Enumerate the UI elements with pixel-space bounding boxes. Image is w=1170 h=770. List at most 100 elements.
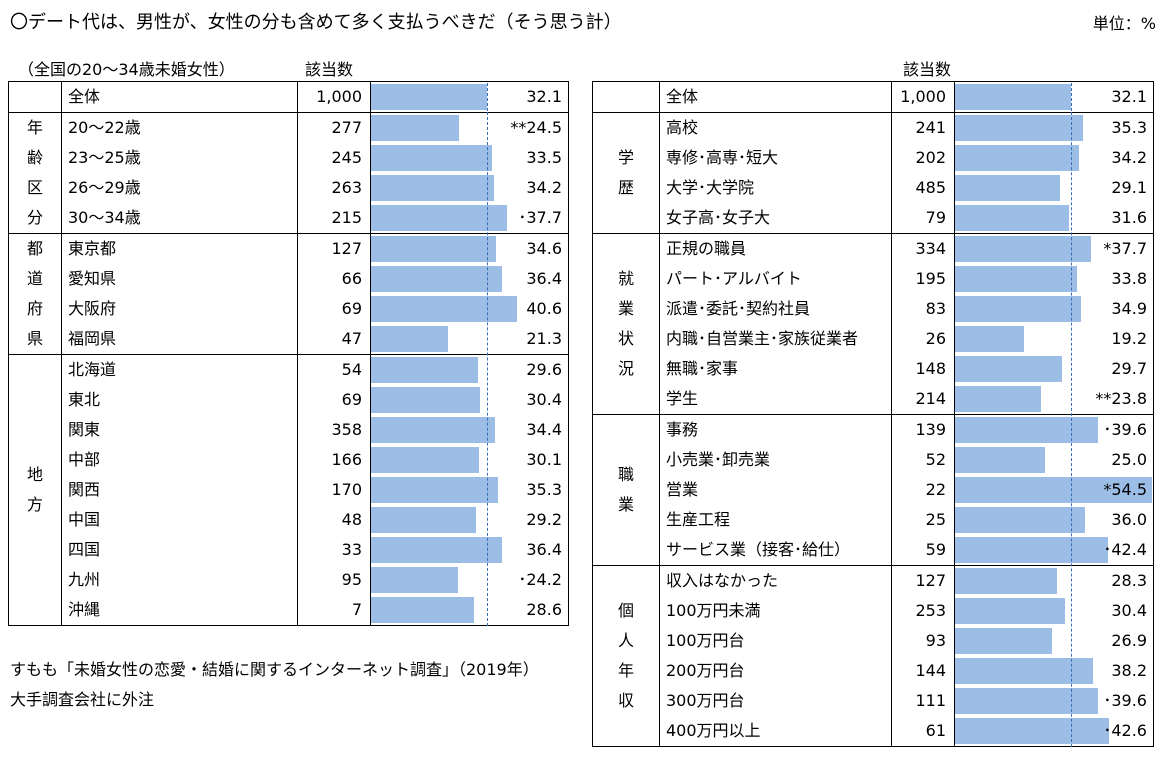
row-count: 26 bbox=[891, 324, 955, 354]
value-label: 33.8 bbox=[1069, 264, 1154, 294]
table-row: 沖縄 7 28.6 bbox=[9, 595, 569, 626]
value-label: ･42.4 bbox=[1069, 535, 1154, 566]
bar bbox=[955, 568, 1058, 594]
value-label: 34.2 bbox=[486, 173, 569, 203]
table-row: 小売業･卸売業 52 25.0 bbox=[593, 445, 1154, 475]
table-row: 九州 95 ･24.2 bbox=[9, 565, 569, 595]
row-count: 52 bbox=[891, 445, 955, 475]
bar bbox=[371, 537, 503, 563]
table-row: 23～25歳 245 33.5 bbox=[9, 143, 569, 173]
bar bbox=[371, 326, 448, 352]
row-label: 派遣･委託･契約社員 bbox=[659, 294, 892, 324]
value-label: **23.8 bbox=[1069, 384, 1154, 415]
row-label: 全体 bbox=[61, 81, 298, 113]
table-row: 関西 170 35.3 bbox=[9, 475, 569, 505]
row-label: 中部 bbox=[61, 445, 298, 475]
bar bbox=[371, 477, 499, 503]
category-label: 職業 bbox=[592, 414, 660, 566]
bar bbox=[371, 84, 487, 110]
table-row: 営業 22 *54.5 bbox=[593, 475, 1154, 505]
table-row: 大学･大学院 485 29.1 bbox=[593, 173, 1154, 203]
bar bbox=[371, 236, 496, 262]
bar-cell bbox=[370, 565, 487, 595]
table-row: 派遣･委託･契約社員 83 34.9 bbox=[593, 294, 1154, 324]
row-count: 48 bbox=[297, 505, 371, 535]
table-row: 300万円台 111 ･39.6 bbox=[593, 686, 1154, 716]
table-row: 就業状況正規の職員 334 *37.7 bbox=[592, 233, 1154, 415]
row-count: 358 bbox=[297, 415, 371, 445]
bar bbox=[955, 386, 1042, 412]
row-label: 専修･高専･短大 bbox=[659, 143, 892, 173]
row-count: 195 bbox=[891, 264, 955, 294]
value-label: 30.4 bbox=[486, 385, 569, 415]
bar-cell bbox=[954, 294, 1082, 324]
bar-cell bbox=[954, 626, 1070, 656]
row-label: 20～22歳 bbox=[61, 112, 298, 143]
right-table: 全体 1,000 32.1 学歴高校 241 35.3 専修･高専･短大 202 34.2 大学･… bbox=[592, 81, 1154, 747]
row-count: 79 bbox=[891, 203, 955, 234]
bar-cell bbox=[954, 112, 1083, 143]
category-label bbox=[8, 81, 62, 113]
bar-cell bbox=[954, 264, 1078, 294]
row-label: 東京都 bbox=[61, 233, 298, 264]
table-row: 女子高･女子大 79 31.6 bbox=[593, 203, 1154, 234]
value-label: 34.2 bbox=[1069, 143, 1154, 173]
bar bbox=[371, 115, 460, 141]
table-row: 愛知県 66 36.4 bbox=[9, 264, 569, 294]
value-label: 36.0 bbox=[1069, 505, 1154, 535]
table-row: 関東 358 34.4 bbox=[9, 415, 569, 445]
bar-cell bbox=[370, 233, 496, 264]
value-label: 38.2 bbox=[1069, 656, 1154, 686]
bar bbox=[955, 266, 1078, 292]
value-label: 34.6 bbox=[486, 233, 569, 264]
bar bbox=[955, 447, 1046, 473]
row-count: 1,000 bbox=[297, 81, 371, 113]
row-count: 148 bbox=[891, 354, 955, 384]
bar bbox=[371, 387, 481, 413]
bar bbox=[955, 145, 1079, 171]
row-count: 144 bbox=[891, 656, 955, 686]
bar-cell bbox=[370, 385, 487, 415]
row-count: 334 bbox=[891, 233, 955, 264]
bar-cell bbox=[954, 173, 1070, 203]
table-row: 生産工程 25 36.0 bbox=[593, 505, 1154, 535]
row-label: サービス業（接客･給仕） bbox=[659, 535, 892, 566]
table-row: 400万円以上 61 ･42.6 bbox=[593, 716, 1154, 747]
value-label: 31.6 bbox=[1069, 203, 1154, 234]
bar-cell bbox=[954, 475, 1153, 505]
bar-cell bbox=[370, 324, 487, 355]
row-label: 学生 bbox=[659, 384, 892, 415]
bar-cell bbox=[954, 716, 1110, 747]
bar-cell bbox=[954, 565, 1070, 596]
value-label: 29.6 bbox=[486, 354, 569, 385]
category-label: 地方 bbox=[8, 354, 62, 626]
category-label: 年齢区分 bbox=[8, 112, 62, 234]
row-label: 400万円以上 bbox=[659, 716, 892, 747]
value-label: *37.7 bbox=[1069, 233, 1154, 264]
table-row: 26～29歳 263 34.2 bbox=[9, 173, 569, 203]
bar-cell bbox=[954, 384, 1070, 415]
row-count: 127 bbox=[297, 233, 371, 264]
category-label: 都道府県 bbox=[8, 233, 62, 355]
bar-cell bbox=[370, 475, 499, 505]
value-label: 36.4 bbox=[486, 535, 569, 565]
row-label: 中国 bbox=[61, 505, 298, 535]
left-table: 全体 1,000 32.1 年齢区分 20～22歳 277 **24.5 23～25歳 245 3… bbox=[8, 81, 569, 626]
table-row: 専修･高専･短大 202 34.2 bbox=[593, 143, 1154, 173]
value-label: ･39.6 bbox=[1069, 686, 1154, 716]
row-label: 高校 bbox=[659, 112, 892, 143]
outsource-note: 大手調査会社に外注 bbox=[10, 690, 155, 709]
row-label: 四国 bbox=[61, 535, 298, 565]
row-label: 内職･自営業主･家族従業者 bbox=[659, 324, 892, 354]
value-label: 32.1 bbox=[486, 81, 569, 113]
row-count: 33 bbox=[297, 535, 371, 565]
bar-cell bbox=[954, 143, 1079, 173]
row-label: 九州 bbox=[61, 565, 298, 595]
bar-cell bbox=[954, 233, 1092, 264]
bar-cell bbox=[370, 173, 495, 203]
count-header-right: 該当数 bbox=[903, 60, 952, 79]
row-count: 202 bbox=[891, 143, 955, 173]
bar bbox=[371, 357, 478, 383]
bar bbox=[955, 598, 1065, 624]
bar bbox=[371, 447, 480, 473]
